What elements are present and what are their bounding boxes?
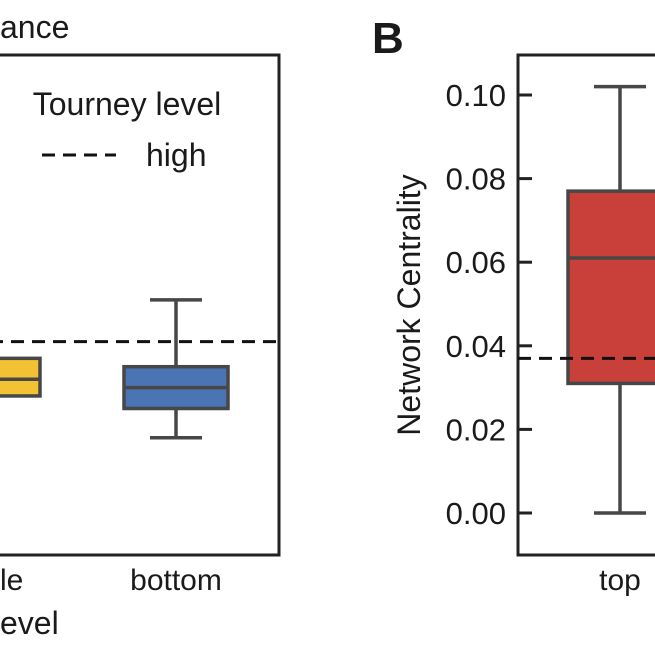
y-axis-label: Network Centrality	[391, 174, 427, 435]
box-b-top	[566, 189, 655, 386]
panel-b: B Network Centrality 0.00 0.02 0.04 0.06 0.0…	[372, 14, 655, 597]
box-a-le	[0, 356, 42, 398]
legend-entry-high: high	[146, 137, 207, 173]
legend-title: Tourney level	[33, 86, 222, 122]
y-tick-label-1: 0.02	[446, 412, 506, 447]
panel-b-plot-frame	[516, 53, 655, 557]
y-tick-label-5: 0.10	[446, 78, 506, 113]
panel-a-xtick-bottom: bottom	[130, 564, 222, 597]
legend: Tourney level high	[33, 86, 222, 173]
panel-a-title: ance	[0, 9, 69, 45]
y-tick-label-0: 0.00	[446, 496, 506, 531]
y-tick-label-4: 0.08	[446, 162, 506, 197]
panel-b-xtick-top: top	[599, 564, 641, 597]
y-tick-label-3: 0.06	[446, 245, 506, 280]
panel-a-plot-frame	[0, 53, 281, 557]
panel-a-xtick-le: le	[0, 564, 23, 597]
y-tick-label-2: 0.04	[446, 329, 506, 364]
panel-a: ance Tourney level high le bottom evel	[0, 9, 281, 641]
panel-b-label: B	[372, 14, 404, 63]
panel-a-x-axis-label: evel	[0, 605, 59, 641]
